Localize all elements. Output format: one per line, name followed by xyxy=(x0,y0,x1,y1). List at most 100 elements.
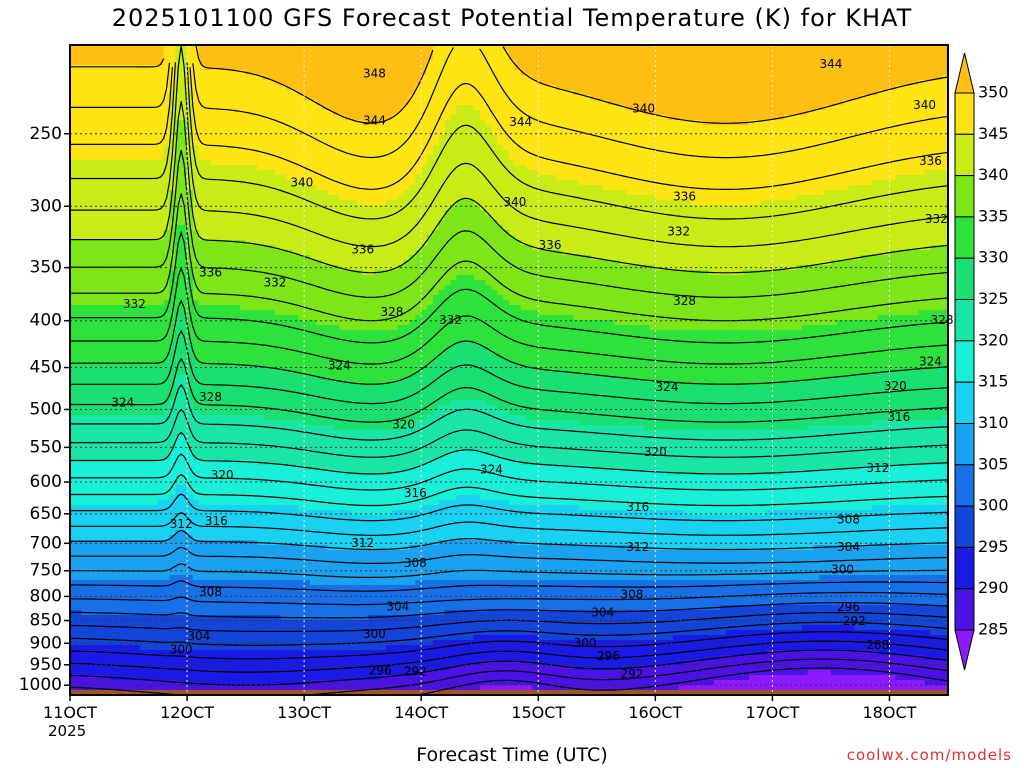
contour-label: 300 xyxy=(831,563,854,577)
x-tick-label: 15OCT xyxy=(511,703,565,722)
colorbar-box xyxy=(954,588,975,631)
contour-label: 296 xyxy=(597,649,620,663)
contour-label: 312 xyxy=(866,461,889,475)
contour-label: 296 xyxy=(837,600,860,614)
y-tick-label: 450 xyxy=(30,358,62,378)
y-tick-label: 950 xyxy=(30,655,62,675)
contour-label: 312 xyxy=(626,540,649,554)
contour-346 xyxy=(70,66,949,190)
y-tick-label: 900 xyxy=(30,633,62,653)
contour-296 xyxy=(69,621,949,646)
colorbar-label: 330 xyxy=(978,248,1009,267)
y-tick-label: 700 xyxy=(30,533,62,553)
x-tick-label: 16OCT xyxy=(628,703,682,722)
contour-label: 316 xyxy=(626,500,649,514)
contour-label: 308 xyxy=(620,587,643,601)
terrain-fill xyxy=(70,689,948,695)
colorbar-box xyxy=(954,546,975,590)
y-tick-label: 750 xyxy=(30,561,62,581)
contour-label: 316 xyxy=(404,486,427,500)
theta-contours xyxy=(69,44,949,696)
x-tick-label: 13OCT xyxy=(277,703,331,722)
contour-332 xyxy=(70,266,949,365)
y-axis: 2503003504004505005506006507007508008509… xyxy=(19,124,70,695)
contour-label: 332 xyxy=(439,313,462,327)
colorbar-box xyxy=(954,423,975,466)
colorbar-box xyxy=(954,257,975,301)
contour-label: 304 xyxy=(386,600,409,614)
colorbar-box xyxy=(954,92,975,135)
contour-label: 336 xyxy=(351,243,374,257)
contour-label: 332 xyxy=(123,297,146,311)
contour-316 xyxy=(70,473,949,507)
theta-shading xyxy=(70,45,949,696)
contour-label: 300 xyxy=(574,636,597,650)
colorbar-label: 290 xyxy=(978,578,1009,597)
contour-label: 328 xyxy=(931,313,954,327)
contour-label: 292 xyxy=(843,614,866,628)
y-tick-label: 500 xyxy=(30,399,62,419)
x-axis: 11OCT 12OCT 13OCT 14OCT 15OCT 16OCT 17OCT 18OCT xyxy=(43,695,917,722)
terrain-rect xyxy=(70,689,948,695)
contour-label: 344 xyxy=(509,115,532,129)
plot-frame xyxy=(69,44,949,696)
colorbar-label: 310 xyxy=(978,413,1009,432)
contour-290 xyxy=(69,649,949,686)
x-axis-label: Forecast Time (UTC) xyxy=(416,744,608,766)
contour-label: 308 xyxy=(199,585,222,599)
chart-title: 2025101100 GFS Forecast Potential Temper… xyxy=(111,4,913,32)
colorbar-label: 295 xyxy=(978,537,1009,556)
contour-304 xyxy=(70,580,949,592)
colorbar-label: 340 xyxy=(978,165,1009,184)
y-tick-label: 650 xyxy=(30,504,62,524)
x-tick-label: 14OCT xyxy=(394,703,448,722)
contour-label: 316 xyxy=(205,514,228,528)
contour-320 xyxy=(70,431,949,475)
colorbar-box xyxy=(954,464,975,507)
y-tick-label: 250 xyxy=(30,124,62,144)
contour-label: 288 xyxy=(866,638,889,652)
colorbar-label: 325 xyxy=(978,289,1009,308)
colorbar-box xyxy=(954,340,975,383)
contour-label: 340 xyxy=(913,98,936,112)
contour-344 xyxy=(70,62,949,220)
contour-label: 336 xyxy=(199,266,222,280)
contour-label: 332 xyxy=(667,225,690,239)
colorbar-box xyxy=(954,505,975,548)
x-tick-label: 11OCT xyxy=(43,703,97,722)
contour-340 xyxy=(70,101,949,274)
colorbar-label: 285 xyxy=(978,620,1009,639)
contour-label: 300 xyxy=(363,627,386,641)
y-tick-label: 300 xyxy=(30,196,62,216)
contour-label: 332 xyxy=(925,212,948,226)
contour-312 xyxy=(70,512,949,536)
colorbar-label: 300 xyxy=(978,496,1009,515)
contour-label: 324 xyxy=(919,355,942,369)
x-tick-label: 17OCT xyxy=(745,703,799,722)
contour-306 xyxy=(70,563,948,579)
contour-330 xyxy=(70,299,949,385)
colorbar-arrow-top xyxy=(954,52,975,94)
contour-label: 340 xyxy=(290,176,313,190)
contour-labels: 348 344 344 344 340 340 336 340 340 336 332 332 336 3… xyxy=(111,57,953,681)
contour-label: 332 xyxy=(263,276,286,290)
colorbar-label: 320 xyxy=(978,330,1009,349)
y-tick-label: 1000 xyxy=(19,675,62,695)
contour-314 xyxy=(70,493,949,522)
colorbar-box xyxy=(954,133,975,177)
contour-292 xyxy=(69,640,949,673)
contour-label: 320 xyxy=(884,379,907,393)
contour-308 xyxy=(70,546,949,564)
contour-294 xyxy=(69,631,949,660)
colorbar-box xyxy=(954,299,975,342)
contour-label: 296 xyxy=(369,664,392,678)
y-tick-label: 600 xyxy=(30,472,62,492)
contour-label: 308 xyxy=(404,556,427,570)
contour-label: 344 xyxy=(363,113,386,127)
contour-label: 324 xyxy=(480,462,503,476)
contour-label: 324 xyxy=(111,396,134,410)
colorbar: 350 345 340 335 330 325 320 315 310 305 300 295 290 2… xyxy=(954,52,1009,671)
x-tick-label: 12OCT xyxy=(160,703,214,722)
contour-label: 328 xyxy=(199,390,222,404)
